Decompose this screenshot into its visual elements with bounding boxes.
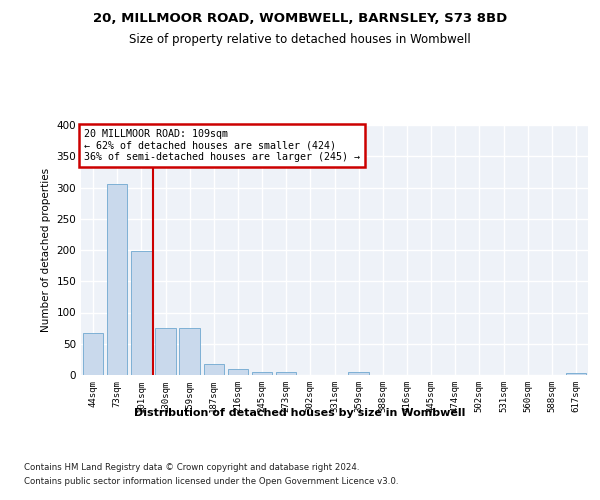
Text: Contains HM Land Registry data © Crown copyright and database right 2024.: Contains HM Land Registry data © Crown c… bbox=[24, 462, 359, 471]
Bar bbox=[227, 370, 248, 375]
Y-axis label: Number of detached properties: Number of detached properties bbox=[41, 168, 51, 332]
Bar bbox=[179, 328, 200, 375]
Text: Contains public sector information licensed under the Open Government Licence v3: Contains public sector information licen… bbox=[24, 478, 398, 486]
Bar bbox=[131, 250, 152, 375]
Bar bbox=[155, 328, 176, 375]
Bar bbox=[107, 184, 127, 375]
Bar bbox=[83, 333, 103, 375]
Bar bbox=[276, 372, 296, 375]
Bar bbox=[252, 372, 272, 375]
Text: 20 MILLMOOR ROAD: 109sqm
← 62% of detached houses are smaller (424)
36% of semi-: 20 MILLMOOR ROAD: 109sqm ← 62% of detach… bbox=[83, 128, 359, 162]
Text: 20, MILLMOOR ROAD, WOMBWELL, BARNSLEY, S73 8BD: 20, MILLMOOR ROAD, WOMBWELL, BARNSLEY, S… bbox=[93, 12, 507, 26]
Bar bbox=[349, 372, 369, 375]
Text: Distribution of detached houses by size in Wombwell: Distribution of detached houses by size … bbox=[134, 408, 466, 418]
Bar bbox=[566, 372, 586, 375]
Text: Size of property relative to detached houses in Wombwell: Size of property relative to detached ho… bbox=[129, 32, 471, 46]
Bar bbox=[203, 364, 224, 375]
